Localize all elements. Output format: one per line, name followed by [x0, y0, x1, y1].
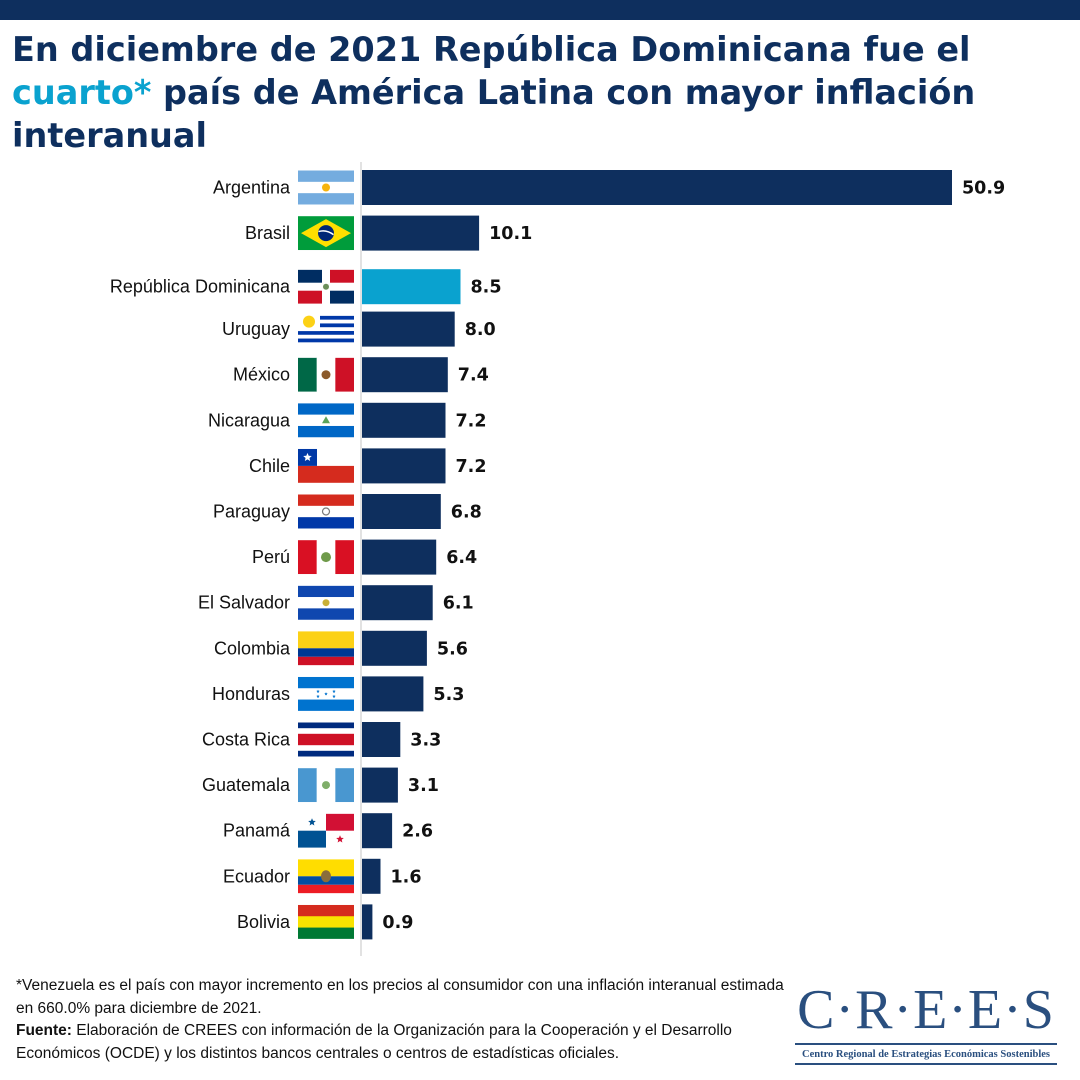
bar-guatemala: [362, 767, 398, 803]
logo-rule: [795, 1043, 1057, 1045]
value-label: 7.2: [456, 457, 487, 477]
flag-bolivia-icon: [298, 904, 354, 939]
footnote: *Venezuela es el país con mayor incremen…: [16, 975, 796, 1065]
crees-logo: C·R·E·E·S Centro Regional de Estrategias…: [795, 980, 1057, 1065]
flag-colombia-icon: [298, 631, 354, 666]
logo-mark: C·R·E·E·S: [797, 979, 1055, 1041]
value-label: 7.2: [456, 411, 487, 431]
category-label: Brasil: [245, 223, 290, 243]
bar-paraguay: [362, 494, 441, 529]
flag-peru-icon: [298, 540, 354, 575]
category-label: Honduras: [212, 684, 290, 704]
footnote-note: *Venezuela es el país con mayor incremen…: [16, 977, 784, 1017]
bar-peru: [362, 539, 437, 575]
value-label: 0.9: [382, 913, 413, 933]
flag-chile-icon: [298, 448, 354, 483]
flag-el-salvador-icon: [298, 585, 354, 620]
category-label: Uruguay: [222, 319, 290, 339]
category-label: Costa Rica: [202, 730, 291, 750]
flag-costa-rica-icon: [298, 722, 354, 757]
category-label: República Dominicana: [110, 277, 291, 297]
title-part-2: país de América Latina con mayor inflaci…: [12, 73, 976, 155]
value-label: 8.0: [465, 320, 496, 340]
category-label: México: [233, 365, 290, 385]
value-label: 6.1: [443, 594, 474, 614]
category-label: Guatemala: [202, 775, 291, 795]
logo-rule-bottom: [795, 1063, 1057, 1065]
value-label: 1.6: [391, 867, 422, 887]
source-text: Elaboración de CREES con información de …: [16, 1022, 732, 1062]
flags-layer: [298, 170, 354, 939]
category-label: Colombia: [214, 638, 291, 658]
flag-mexico-icon: [298, 357, 354, 392]
category-label: Bolivia: [237, 912, 291, 932]
flag-guatemala-icon: [298, 768, 354, 803]
category-label: Chile: [249, 456, 290, 476]
bar-ecuador: [362, 858, 381, 894]
value-label: 5.6: [437, 639, 468, 659]
category-label: El Salvador: [198, 593, 290, 613]
logo-subtitle: Centro Regional de Estrategias Económica…: [801, 1049, 1050, 1060]
bar-el-salvador: [362, 585, 433, 621]
bar-honduras: [362, 676, 424, 712]
category-label: Argentina: [213, 178, 291, 198]
bar-republica-dominicana: [362, 269, 461, 305]
labels-layer: 50.9 Argentina 10.1 Brasil 8.5 República Domi…: [110, 178, 1005, 933]
flag-honduras-icon: [298, 676, 354, 711]
value-label: 6.8: [451, 503, 482, 523]
bar-panama: [362, 813, 393, 849]
category-label: Nicaragua: [208, 410, 291, 430]
title-highlight: cuarto*: [12, 73, 152, 112]
bar-chile: [362, 448, 446, 484]
value-label: 10.1: [489, 224, 532, 244]
bar-brasil: [362, 215, 480, 251]
category-label: Panamá: [223, 821, 291, 841]
flag-panama-icon: [298, 813, 354, 848]
value-label: 8.5: [471, 278, 502, 298]
page-title: En diciembre de 2021 República Dominican…: [12, 28, 1072, 157]
bar-nicaragua: [362, 402, 446, 438]
bar-bolivia: [362, 904, 373, 940]
value-label: 5.3: [433, 685, 464, 705]
flag-nicaragua-icon: [298, 403, 354, 438]
bars-layer: [362, 170, 952, 940]
flag-uruguay-icon: [298, 312, 354, 347]
bar-colombia: [362, 630, 427, 666]
flag-republica-dominicana-icon: [298, 269, 354, 304]
category-label: Perú: [252, 547, 290, 567]
flag-argentina-icon: [298, 170, 354, 205]
category-label: Ecuador: [223, 866, 290, 886]
flag-ecuador-icon: [298, 859, 354, 894]
bar-costa-rica: [362, 722, 401, 757]
flag-paraguay-icon: [298, 494, 354, 529]
value-label: 7.4: [458, 366, 489, 386]
value-label: 50.9: [962, 179, 1005, 199]
value-label: 3.1: [408, 776, 439, 796]
category-label: Paraguay: [213, 502, 290, 522]
flag-brasil-icon: [298, 216, 354, 251]
value-label: 6.4: [446, 548, 477, 568]
header-bar: [0, 0, 1080, 20]
inflation-bar-chart: 50.9 Argentina 10.1 Brasil 8.5 República Domi…: [110, 162, 1005, 956]
source-label: Fuente:: [16, 1022, 72, 1039]
bar-mexico: [362, 357, 448, 393]
value-label: 2.6: [402, 822, 433, 842]
footnote-source: Fuente: Elaboración de CREES con informa…: [16, 1020, 796, 1065]
bar-uruguay: [362, 311, 455, 347]
title-part-1: En diciembre de 2021 República Dominican…: [12, 30, 971, 69]
value-label: 3.3: [410, 731, 441, 751]
bar-argentina: [362, 170, 952, 205]
